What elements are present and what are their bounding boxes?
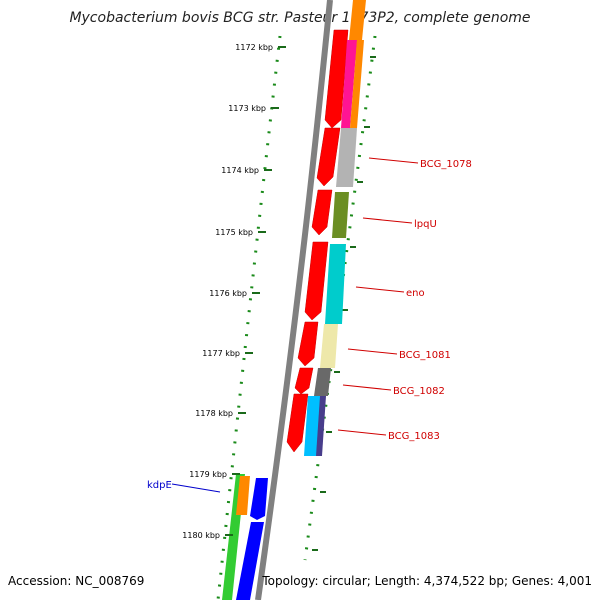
gene-arrow[interactable] bbox=[250, 478, 268, 520]
gc-dot-track bbox=[216, 35, 377, 600]
kbp-tick-label: 1174 kbp bbox=[221, 166, 259, 175]
gene-label-eno: eno bbox=[406, 288, 425, 299]
gene-label-bcg1083: BCG_1083 bbox=[388, 431, 440, 442]
gene-arrow[interactable] bbox=[311, 189, 333, 236]
kbp-tick-label: 1178 kbp bbox=[195, 409, 233, 418]
kbp-tick-label: 1173 kbp bbox=[228, 104, 266, 113]
gene-arrow[interactable] bbox=[286, 393, 309, 453]
gene-color-blocks bbox=[304, 0, 366, 456]
gene-label-bcg1082: BCG_1082 bbox=[393, 386, 445, 397]
minor-ticks bbox=[312, 56, 376, 551]
kbp-tick-label: 1172 kbp bbox=[235, 43, 273, 52]
kbp-tick-label: 1180 kbp bbox=[182, 531, 220, 540]
gene-arrow[interactable] bbox=[324, 29, 349, 129]
topology-text: Topology: circular; Length: 4,374,522 bp… bbox=[262, 574, 592, 588]
kbp-tick-label: 1177 kbp bbox=[202, 349, 240, 358]
gene-label-kdpe: kdpE bbox=[147, 480, 172, 491]
kbp-tick-label: 1179 kbp bbox=[189, 470, 227, 479]
gene-arrow[interactable] bbox=[304, 241, 329, 321]
gene-label-bcg1078: BCG_1078 bbox=[420, 159, 472, 170]
kbp-tick-label: 1175 kbp bbox=[215, 228, 253, 237]
map-title: Mycobacterium bovis BCG str. Pasteur 117… bbox=[69, 10, 531, 26]
accession-text: Accession: NC_008769 bbox=[8, 574, 145, 588]
gene-label-lpqu: lpqU bbox=[414, 219, 437, 230]
gene-arrow[interactable] bbox=[297, 321, 319, 367]
lower-genes bbox=[222, 474, 268, 600]
gene-arrow[interactable] bbox=[236, 522, 264, 600]
kbp-ticks bbox=[225, 46, 286, 536]
leader-lines bbox=[171, 157, 419, 493]
kbp-tick-label: 1176 kbp bbox=[209, 289, 247, 298]
gene-label-bcg1081: BCG_1081 bbox=[399, 350, 451, 361]
genome-backbone bbox=[255, 0, 333, 600]
forward-cds-track bbox=[286, 29, 349, 453]
gene-arrow[interactable] bbox=[294, 367, 314, 395]
gene-arrow[interactable] bbox=[316, 127, 341, 187]
